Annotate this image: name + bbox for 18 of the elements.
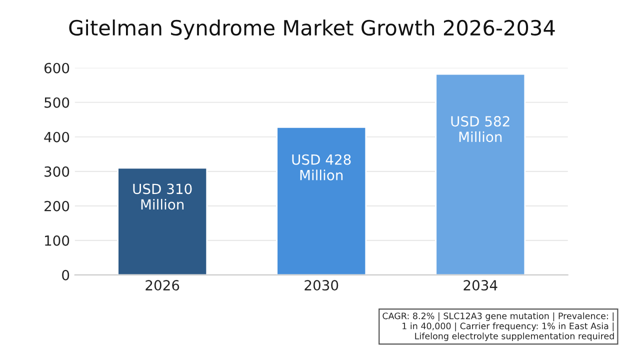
data-label: USD 428 Million: [292, 154, 351, 180]
y-tick-label: 200: [44, 200, 70, 212]
bar: [435, 73, 526, 275]
text: CAGR: 8.2% | SLC12A3 gene mutation | Prevalence: | 1 in 40,000 | Carrier frequency: 1% in East Asia | Lifelong electrolyte supplementation required: [382, 312, 614, 342]
y-tick-label: 600: [44, 62, 70, 74]
data-label: USD 310 Million: [133, 184, 192, 210]
y-tick-label: 100: [45, 235, 70, 246]
y-tick-label: 300: [44, 166, 70, 177]
y-tick-label: 0: [62, 270, 70, 280]
x-tick-label: 2026: [146, 280, 180, 291]
bar: [276, 126, 367, 275]
y-tick-label: 500: [44, 97, 70, 108]
x-tick-label: 2034: [464, 280, 498, 291]
chart-title: Gitelman Syndrome Market Growth 2026-2034: [69, 20, 555, 40]
bar: [117, 167, 208, 275]
y-tick-label: 400: [44, 132, 70, 142]
x-tick-label: 2030: [304, 280, 338, 291]
data-label: USD 582 Million: [451, 116, 510, 142]
